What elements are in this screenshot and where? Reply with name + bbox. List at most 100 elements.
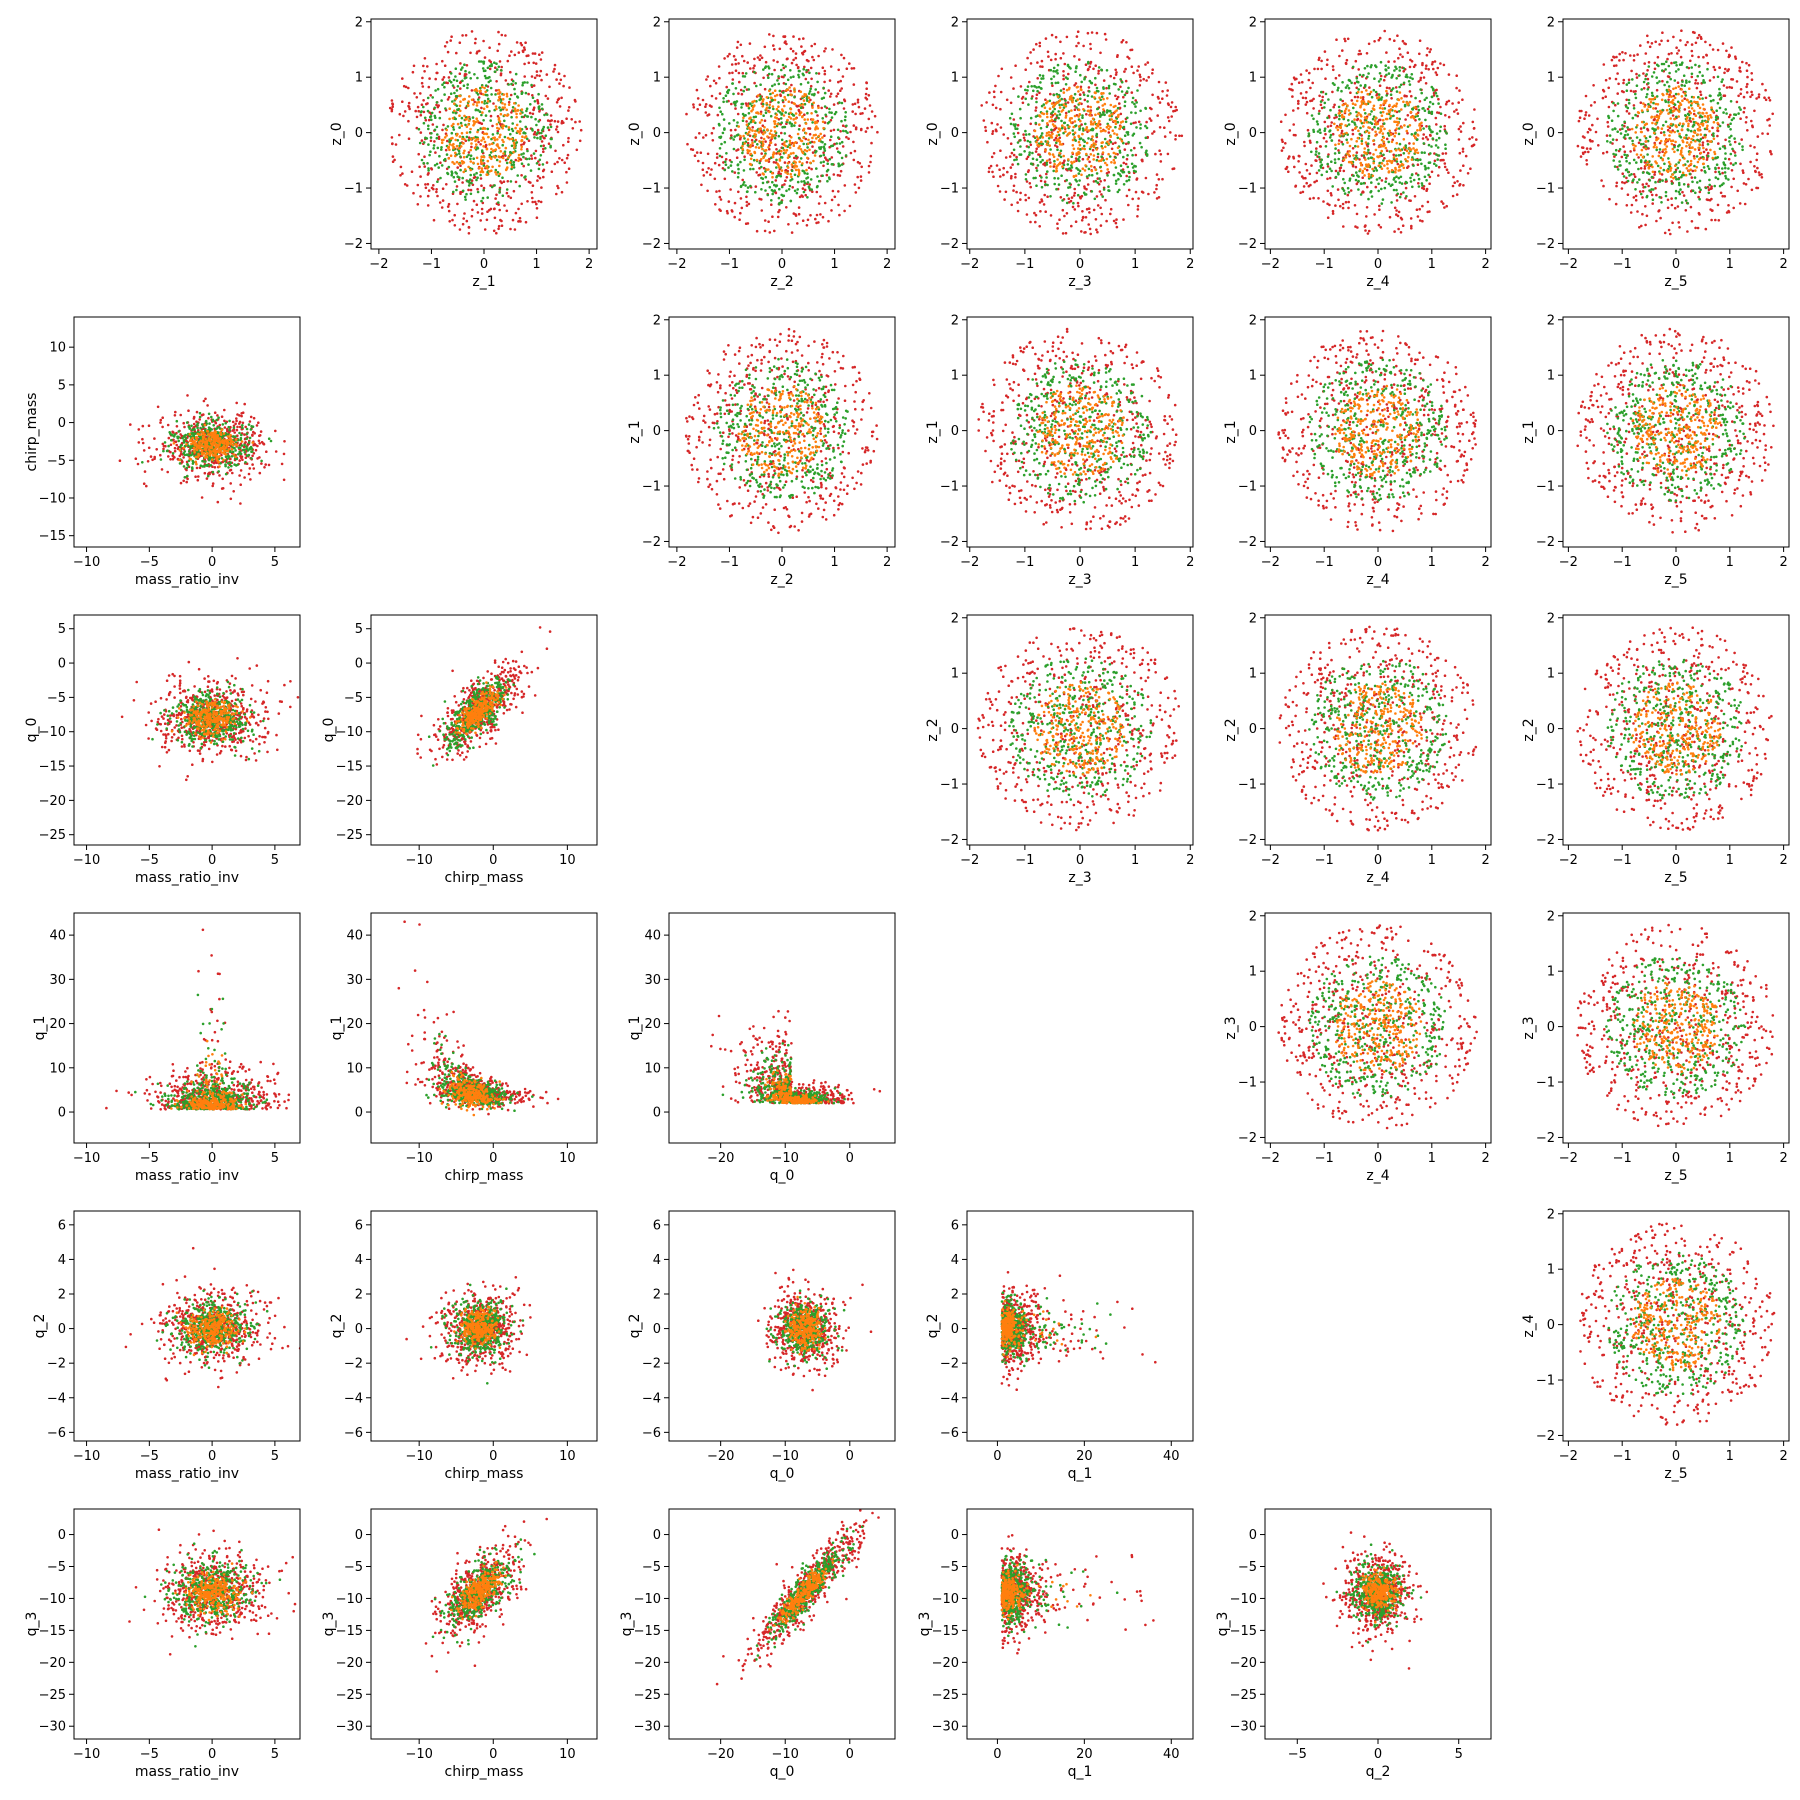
data-point (1107, 86, 1111, 90)
data-point (1416, 163, 1420, 166)
data-point (1364, 83, 1367, 87)
data-point (823, 143, 827, 146)
data-point (459, 168, 462, 172)
data-point (732, 92, 735, 96)
data-point (1108, 155, 1112, 158)
data-point (496, 126, 499, 130)
data-point (1367, 163, 1370, 166)
data-point (566, 153, 570, 157)
data-point (1092, 208, 1096, 212)
data-point (507, 100, 511, 104)
data-point (1058, 218, 1061, 221)
data-point (495, 231, 498, 235)
data-point (1145, 79, 1148, 82)
data-point (1400, 182, 1404, 185)
data-point (1409, 76, 1412, 79)
data-point (1427, 173, 1430, 177)
data-point (1041, 74, 1045, 78)
data-point (1124, 162, 1128, 166)
data-point (1428, 50, 1431, 54)
data-point (1012, 153, 1016, 157)
data-point (794, 164, 797, 167)
data-point (442, 123, 445, 127)
data-point (476, 187, 479, 191)
data-point (1111, 142, 1115, 145)
data-point (539, 154, 543, 157)
data-point (1019, 145, 1022, 148)
data-point (1025, 213, 1029, 216)
data-point (796, 180, 800, 184)
data-point (1387, 171, 1391, 174)
data-point (473, 73, 476, 76)
data-point (998, 190, 1002, 193)
data-point (1355, 86, 1358, 90)
data-point (1356, 145, 1360, 148)
data-point (1427, 143, 1431, 147)
data-point (838, 174, 842, 177)
data-point (1363, 108, 1366, 112)
data-point (825, 169, 829, 173)
data-point (1050, 118, 1054, 122)
data-point (519, 129, 522, 133)
data-point (999, 90, 1003, 94)
data-point (794, 56, 798, 60)
data-point (1330, 194, 1333, 197)
data-point (461, 66, 464, 69)
data-point (1658, 43, 1661, 46)
data-point (484, 90, 488, 94)
data-point (1104, 38, 1108, 41)
data-point (1316, 67, 1320, 71)
data-point (809, 98, 812, 102)
data-point (786, 93, 790, 97)
data-point (1040, 112, 1044, 115)
data-point (1019, 198, 1022, 201)
data-point (1334, 76, 1338, 80)
data-point (756, 143, 759, 146)
data-point (1037, 137, 1040, 140)
data-point (1095, 195, 1099, 198)
data-point (518, 216, 522, 220)
data-point (803, 49, 807, 53)
data-point (1372, 169, 1376, 173)
data-point (1052, 169, 1055, 173)
data-point (479, 143, 482, 146)
data-point (1378, 84, 1382, 87)
data-point (467, 100, 471, 103)
data-point (1116, 115, 1120, 118)
x-tick-label: 2 (585, 257, 593, 272)
data-point (793, 102, 796, 106)
x-tick-label: −1 (1015, 257, 1034, 272)
data-point (1063, 214, 1066, 218)
data-point (434, 77, 438, 81)
data-point (811, 121, 814, 124)
data-point (1068, 119, 1072, 122)
data-point (1425, 179, 1428, 182)
data-point (1035, 166, 1038, 170)
data-point (1381, 118, 1385, 122)
data-point (441, 59, 444, 63)
data-point (1102, 92, 1105, 95)
data-point (850, 67, 854, 70)
data-point (1354, 103, 1357, 106)
data-point (556, 184, 559, 188)
data-point (553, 67, 556, 71)
data-point (1055, 145, 1059, 149)
data-point (721, 131, 725, 135)
data-point (1019, 85, 1023, 88)
data-point (792, 113, 795, 117)
data-point (1366, 75, 1369, 79)
data-point (1354, 126, 1358, 129)
data-point (982, 119, 986, 122)
data-point (1085, 152, 1088, 156)
data-point (775, 113, 778, 116)
data-point (839, 169, 843, 173)
data-point (1399, 160, 1403, 163)
data-point (778, 166, 781, 169)
data-point (469, 160, 473, 163)
data-point (1421, 137, 1425, 140)
data-point (510, 127, 514, 131)
data-point (451, 144, 454, 147)
data-point (475, 89, 479, 93)
data-point (1453, 181, 1456, 184)
data-point (565, 117, 568, 120)
